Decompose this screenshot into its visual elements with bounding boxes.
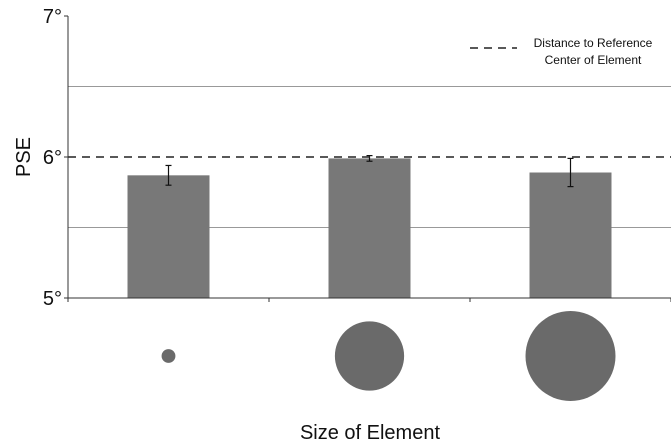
bar-medium	[328, 158, 411, 298]
error-bar-large	[567, 157, 574, 188]
x-axis-label: Size of Element	[300, 422, 441, 443]
size-marker-small	[161, 349, 176, 363]
y-tick-label: 7°	[43, 6, 62, 28]
y-axis-label: PSE	[13, 137, 35, 177]
y-tick-labels: 5° 6° 7°	[43, 6, 62, 310]
axes	[64, 15, 671, 302]
size-marker-large	[525, 311, 616, 401]
y-tick-label: 5°	[43, 288, 62, 310]
bars	[127, 158, 612, 298]
error-bar-small	[165, 164, 172, 186]
size-marker-medium	[334, 321, 405, 391]
bar-large	[529, 172, 612, 298]
bar-small	[127, 175, 210, 298]
legend-label-line1: Distance to Reference	[534, 36, 653, 50]
size-markers	[161, 311, 616, 401]
legend: Distance to Reference Center of Element	[470, 36, 653, 67]
legend-label-line2: Center of Element	[545, 53, 642, 67]
y-tick-label: 6°	[43, 147, 62, 169]
